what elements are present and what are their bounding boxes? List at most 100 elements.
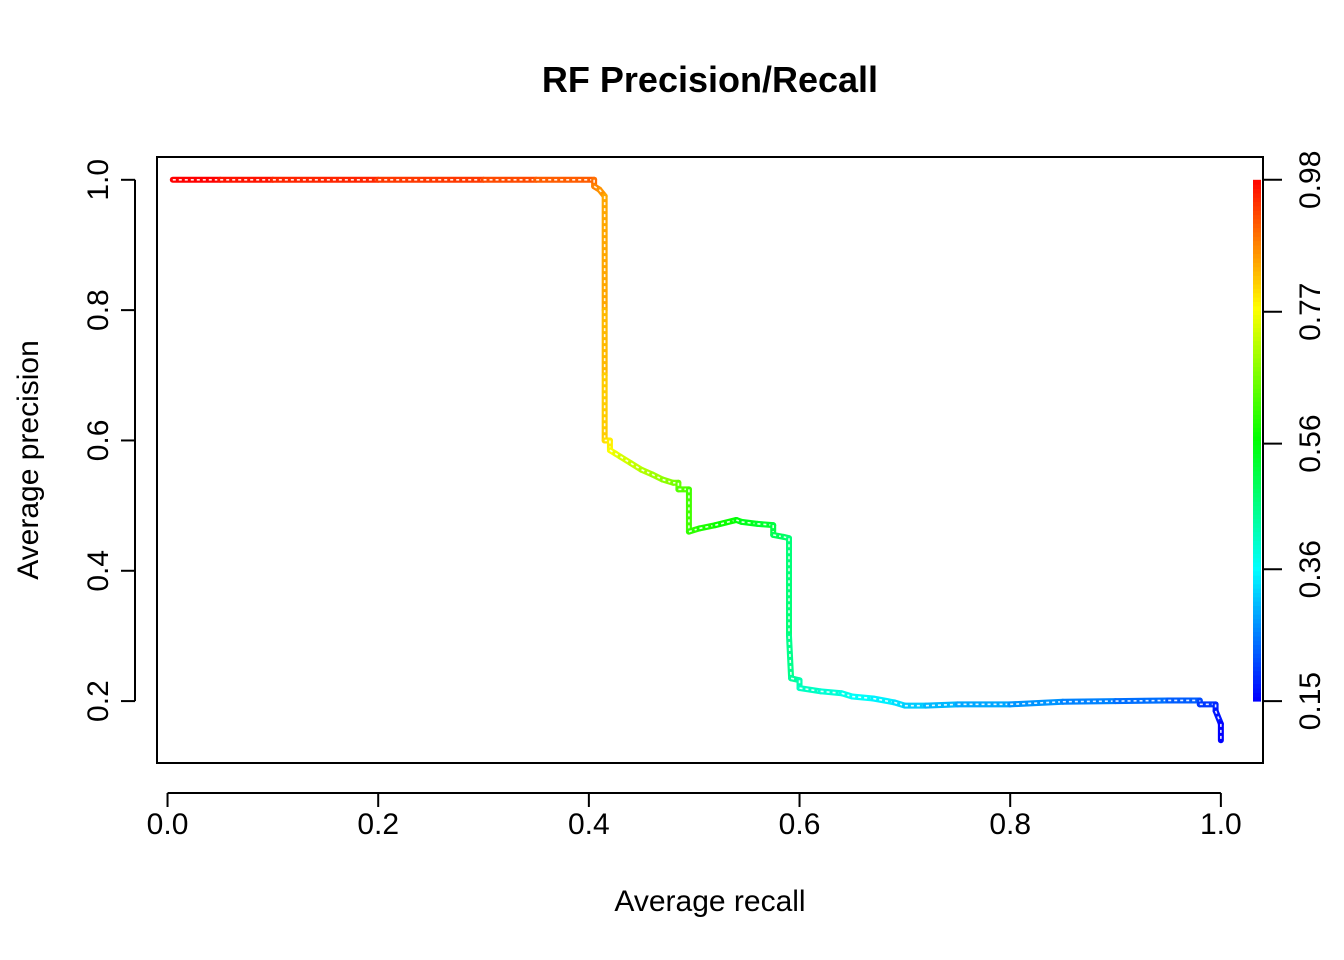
curve-overlay-segment	[1214, 710, 1222, 725]
chart-title: RF Precision/Recall	[542, 59, 878, 100]
colorbar-segment	[1253, 305, 1261, 311]
colorbar-segment	[1253, 522, 1261, 528]
curve-overlay-segment	[1010, 700, 1063, 706]
colorbar-segment	[1253, 444, 1261, 450]
curve-overlay-segment	[841, 692, 853, 698]
colorbar-segment	[1253, 618, 1261, 624]
colorbar-segment	[1253, 414, 1261, 420]
colorbar-segment	[1253, 462, 1261, 468]
colorbar-segment	[1253, 258, 1261, 263]
colorbar-segment	[1253, 575, 1261, 580]
colorbar-segment	[1253, 483, 1261, 489]
colorbar-segment	[1253, 570, 1261, 576]
colorbar-segment	[1253, 284, 1261, 289]
curve-overlay-segment	[1115, 699, 1169, 702]
colorbar-segment	[1253, 244, 1261, 250]
colorbar-segment	[1253, 514, 1261, 520]
colorbar-segment	[1253, 557, 1261, 563]
colorbar-segment	[1253, 201, 1261, 207]
colorbar-segment	[1253, 579, 1261, 585]
colorbar-segment	[1253, 262, 1261, 268]
colorbar-segment	[1253, 266, 1261, 272]
curve-overlay-segment	[593, 185, 600, 191]
curve-overlay-segment	[788, 635, 792, 679]
colorbar-segment	[1253, 596, 1261, 602]
curve-overlay-segment	[641, 469, 653, 476]
colorbar-segment	[1253, 553, 1261, 559]
colorbar-segment	[1253, 184, 1261, 189]
curve-overlay-segment	[614, 452, 621, 458]
colorbar-segment	[1253, 253, 1261, 259]
colorbar-segment	[1253, 318, 1261, 324]
colorbar-segment	[1253, 218, 1261, 224]
curve-overlay-segment	[894, 701, 906, 707]
colorbar-segment	[1253, 648, 1261, 654]
colorbar-segment	[1253, 470, 1261, 476]
y-axis-label: Average precision	[12, 340, 45, 580]
colorbar-segment	[1253, 527, 1261, 533]
colorbar-segment	[1253, 292, 1261, 298]
colorbar-segment	[1253, 431, 1261, 437]
colorbar-segment	[1253, 379, 1261, 385]
colorbar-segment	[1253, 635, 1261, 641]
colorbar-segment	[1253, 314, 1261, 320]
colorbar-segment	[1253, 453, 1261, 459]
colorbar-segment	[1253, 592, 1261, 598]
colorbar-segment	[1253, 344, 1261, 350]
colorbar-segment	[1253, 566, 1261, 572]
x-tick-label: 0.8	[989, 808, 1031, 841]
curve-segment	[870, 695, 898, 706]
colorbar-segment	[1253, 310, 1261, 315]
colorbar-segment	[1253, 544, 1261, 550]
colorbar-segment	[1253, 549, 1261, 554]
colorbar-segment	[1253, 301, 1261, 307]
colorbar-segment	[1253, 644, 1261, 650]
colorbar-segment	[1253, 397, 1261, 402]
colorbar-segment	[1253, 401, 1261, 407]
x-tick-label: 0.6	[779, 808, 821, 841]
colorbar-segment	[1253, 696, 1261, 702]
colorbar-segment	[1253, 383, 1261, 389]
y-tick-label: 0.2	[82, 680, 115, 722]
colorbar-segment	[1253, 479, 1261, 485]
colorbar-segment	[1253, 427, 1261, 433]
curve-overlay-segment	[620, 456, 632, 464]
colorbar-segment	[1253, 488, 1261, 494]
colorbar-segment	[1253, 662, 1261, 667]
plot-area-border	[156, 156, 1264, 764]
curve-overlay-segment	[715, 519, 737, 526]
colorbar-segment	[1253, 683, 1261, 689]
colorbar-segment	[1253, 288, 1261, 294]
y-tick-label: 1.0	[82, 159, 115, 201]
colorbar-segment	[1253, 179, 1261, 185]
x-tick-label: 0.2	[357, 808, 399, 841]
colorbar-segment	[1253, 675, 1261, 680]
colorbar-segment	[1253, 609, 1261, 615]
colorbar-segment	[1253, 231, 1261, 237]
colorbar-segment	[1253, 509, 1261, 515]
curve-segment	[849, 693, 877, 702]
colorbar-segment	[1253, 640, 1261, 646]
curve-overlay-segment	[925, 703, 958, 707]
colorbar-segment	[1253, 366, 1261, 372]
colorbar-segment	[1253, 627, 1261, 633]
curve-overlay-segment	[662, 478, 674, 484]
colorbar-segment	[1253, 405, 1261, 411]
colorbar-segment	[1253, 583, 1261, 589]
colorbar-segment	[1253, 197, 1261, 203]
colorbar-segment	[1253, 614, 1261, 620]
colorbar-segment	[1253, 531, 1261, 537]
colorbar-segment	[1253, 192, 1261, 198]
colorbar-segment	[1253, 496, 1261, 502]
colorbar-segment	[1253, 340, 1261, 346]
curve-segment	[817, 688, 845, 697]
colorbar-segment	[1253, 670, 1261, 676]
curve-overlay-segment	[609, 449, 616, 455]
colorbar-segment	[1253, 388, 1261, 394]
x-tick-label: 0.0	[147, 808, 189, 841]
colorbar-segment	[1253, 440, 1261, 446]
colorbar-segment	[1253, 475, 1261, 481]
colorbar-segment	[1253, 331, 1261, 337]
curve-overlay-segment	[1062, 700, 1116, 703]
precision-recall-curve	[169, 176, 1224, 744]
